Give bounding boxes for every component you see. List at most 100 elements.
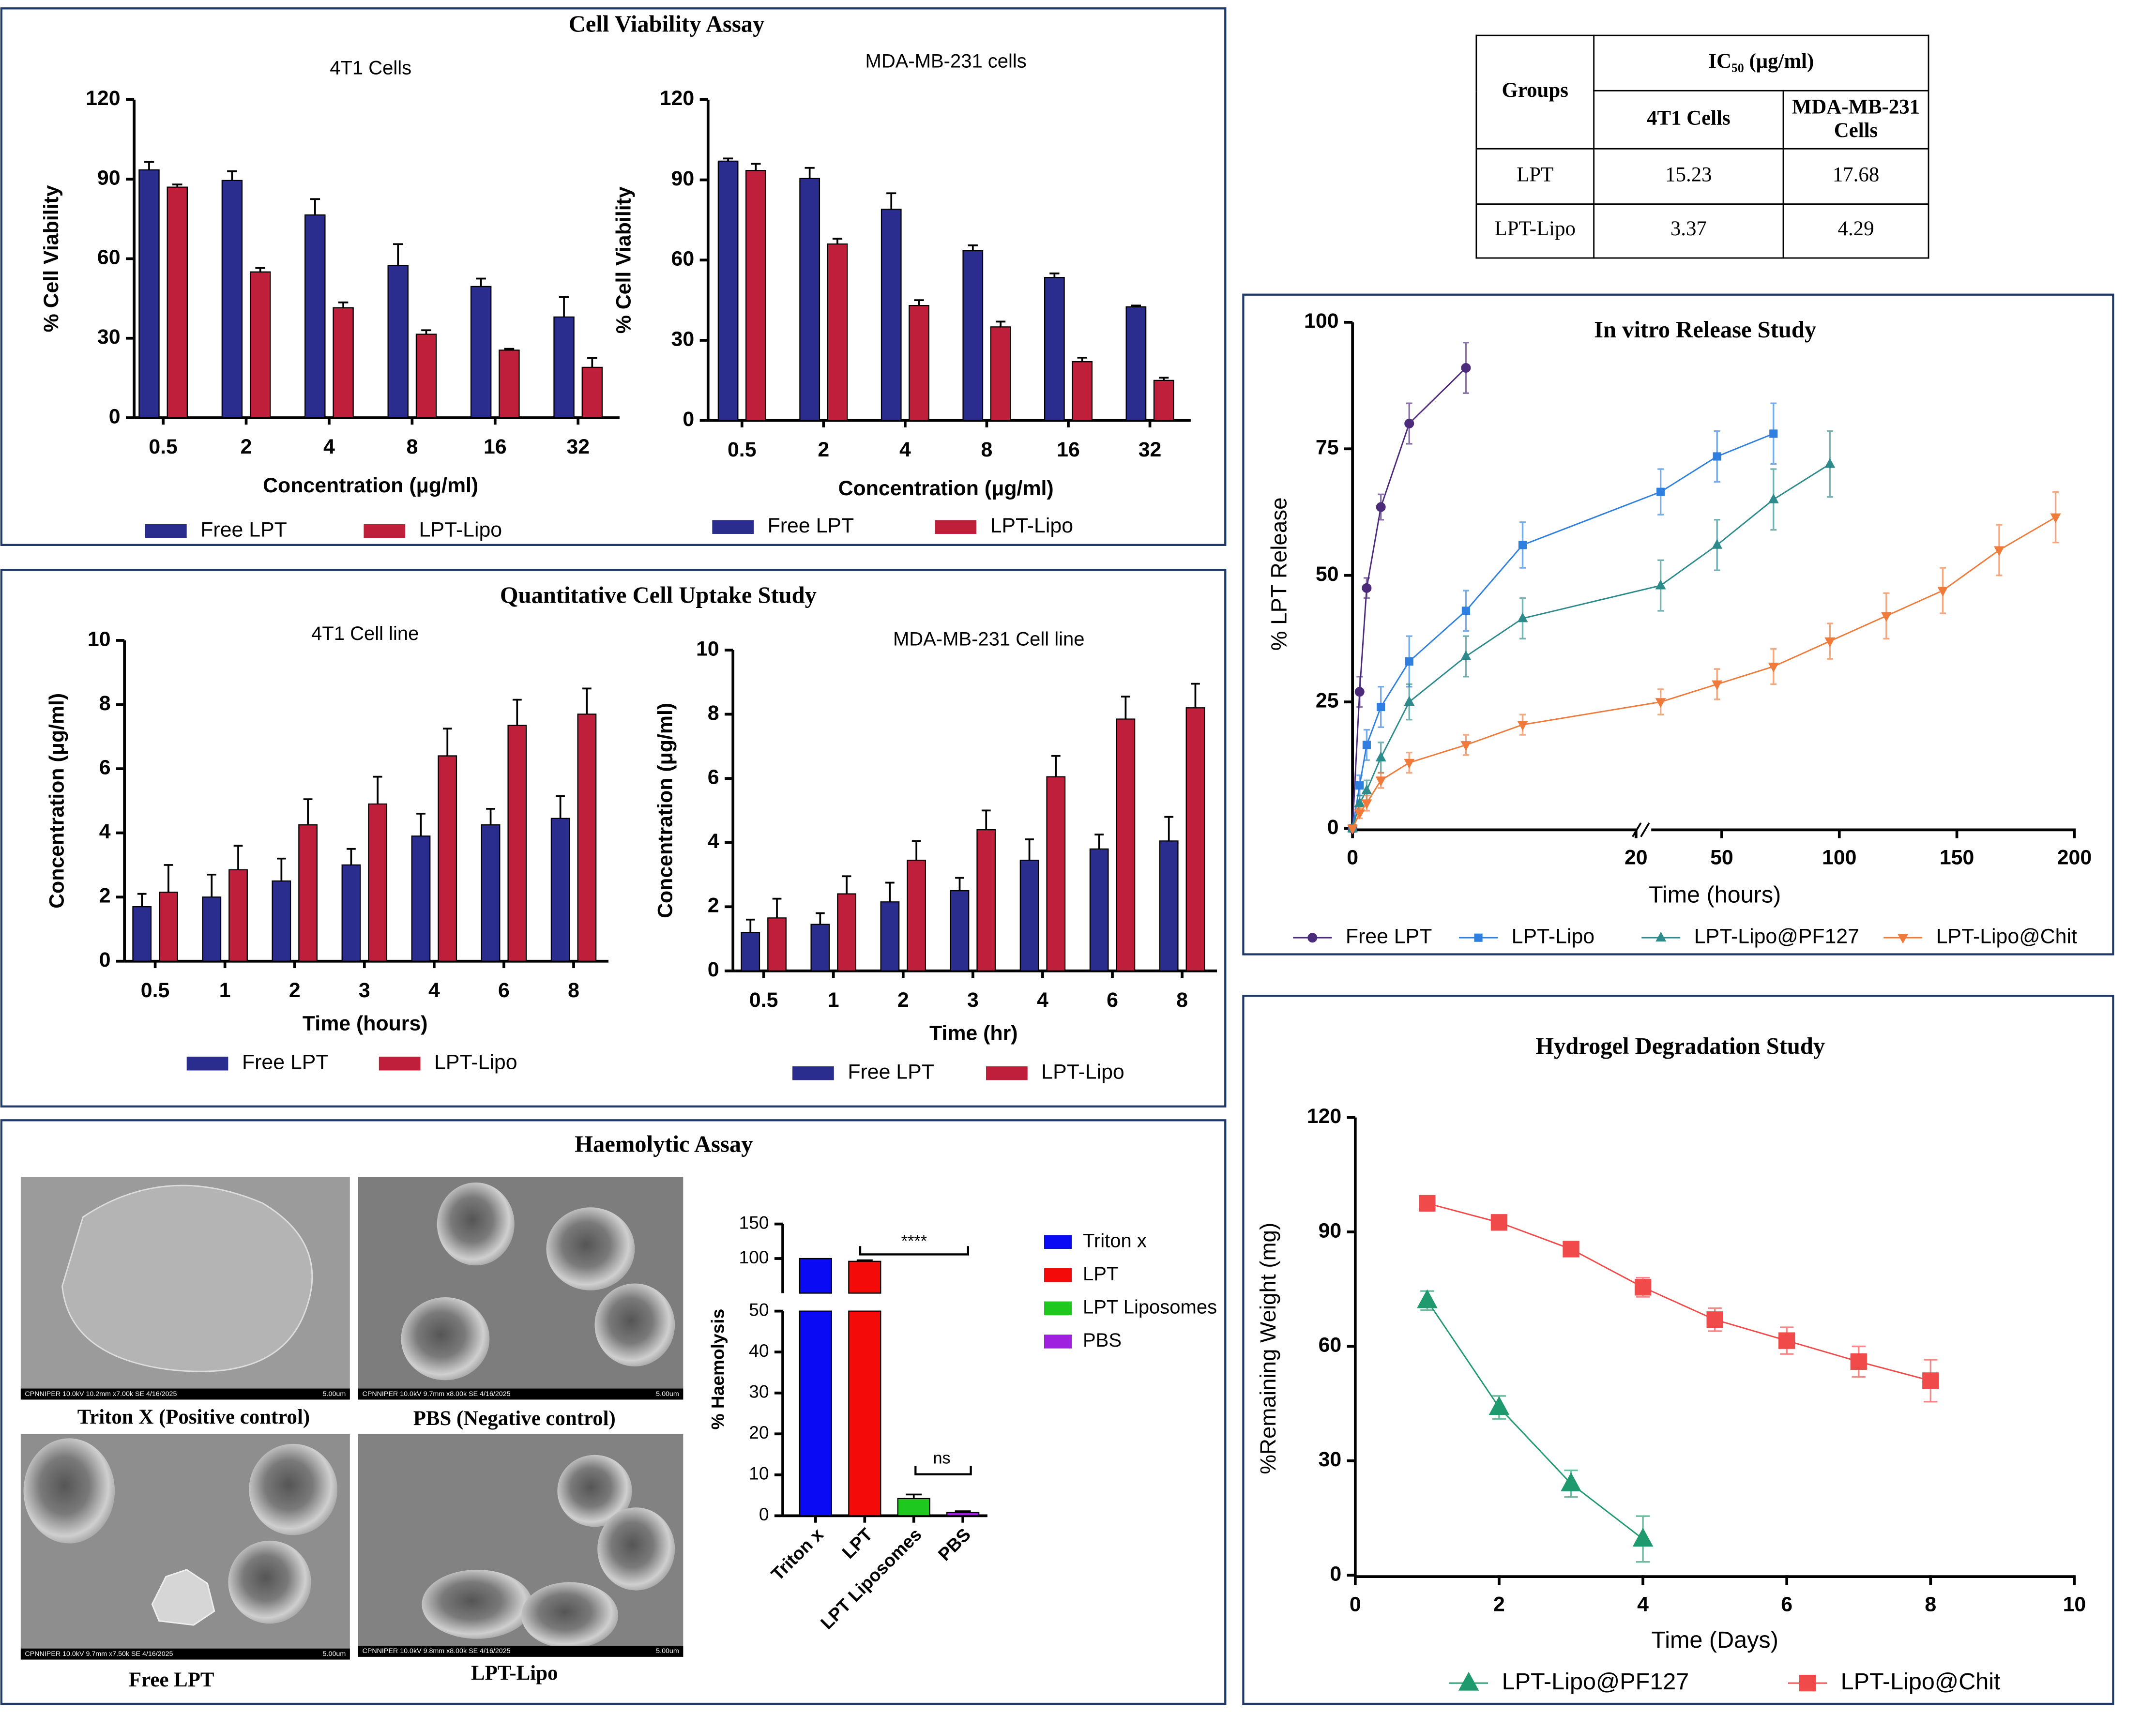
y-tick-label: 60 [671, 247, 695, 271]
image-caption: Triton X (Positive control) [77, 1406, 310, 1428]
bar [304, 214, 326, 419]
legend-swatch [712, 520, 754, 534]
error-bar [856, 1259, 873, 1261]
series-line [1351, 433, 1774, 829]
x-tick-label: 32 [566, 435, 590, 458]
cell [521, 1582, 619, 1649]
point [1824, 458, 1836, 468]
x-tick-label: 8 [406, 435, 418, 458]
x-tick-label: 150 [1940, 846, 1974, 869]
point [1563, 1241, 1579, 1258]
significance-bracket [914, 1466, 972, 1475]
error-bar [486, 808, 495, 825]
y-tick-label: 30 [671, 327, 695, 350]
bar [946, 1512, 980, 1517]
x-tick-label: 1 [828, 988, 839, 1012]
bar [767, 917, 787, 971]
table-header: IC₅₀ (μg/ml) [1593, 34, 1929, 91]
point [1922, 1372, 1939, 1389]
x-tick-label: 3 [967, 988, 979, 1012]
x-tick-label: 3 [359, 979, 370, 1002]
point [1517, 612, 1528, 622]
x-tick-label: 8 [981, 438, 993, 461]
legend-label: LPT-Lipo [1041, 1060, 1124, 1083]
legend-label: Free LPT [768, 514, 854, 537]
y-tick-label: 100 [1304, 309, 1338, 333]
error-bar [886, 192, 896, 210]
y-tick-label: 0 [683, 408, 694, 431]
legend-label: LPT-Lipo@Chit [1841, 1669, 2001, 1695]
y-tick-label: 8 [99, 692, 111, 715]
info-bar [20, 1648, 350, 1660]
y-tick-label: 0 [1327, 816, 1339, 839]
table: Groups IC₅₀ (μg/ml) 4T1 Cells MDA-MB-231 C… [1475, 34, 1929, 259]
error-bar [1094, 834, 1104, 849]
bar [810, 924, 830, 971]
bar [581, 366, 603, 419]
x-tick-label: 4 [1037, 988, 1048, 1012]
point [1778, 1332, 1795, 1349]
bar [1072, 361, 1093, 421]
bar [221, 180, 243, 419]
y-tick-label: 120 [86, 87, 120, 110]
legend-swatch [1044, 1268, 1072, 1282]
bar [1159, 840, 1179, 971]
point [1361, 784, 1372, 794]
point [1824, 637, 1836, 647]
legend-label: Free LPT [242, 1050, 329, 1074]
y-tick-label: 0 [109, 405, 121, 428]
bar [909, 305, 929, 421]
y-tick-label: 6 [708, 765, 719, 789]
bar [368, 803, 388, 962]
legend-label: Free LPT [1346, 925, 1432, 948]
bar [1019, 859, 1039, 971]
point [1768, 663, 1779, 673]
annotation: **** [901, 1232, 927, 1250]
bar [550, 818, 570, 962]
table-cell: 17.68 [1782, 148, 1929, 204]
y-tick-label: 0 [99, 948, 111, 971]
point [1488, 1396, 1510, 1415]
point [1656, 487, 1665, 496]
y-axis-label: % Cell Viability [40, 185, 63, 332]
error-bar [393, 243, 403, 266]
sem-images [20, 1177, 683, 1660]
y-axis-label: % Haemolysis [707, 1309, 728, 1430]
y-tick-label: 100 [739, 1247, 769, 1267]
point [1354, 797, 1365, 807]
error-bar [995, 320, 1006, 327]
x-tick-label: 0 [1350, 1593, 1361, 1616]
legend-swatch [364, 524, 406, 538]
x-tick-label: 4 [1637, 1593, 1649, 1616]
point [1881, 612, 1892, 622]
annotation: ns [933, 1449, 950, 1467]
y-tick-label: 4 [99, 820, 111, 843]
error-bar [164, 864, 173, 893]
legend-label: LPT-Lipo [419, 518, 502, 542]
y-tick-label: 50 [1316, 562, 1339, 586]
chart-title: 4T1 Cell line [311, 623, 419, 644]
y-tick-label: 120 [660, 87, 694, 110]
cell [23, 1438, 115, 1544]
bar [159, 892, 178, 962]
x-axis-label: Time (hours) [1649, 881, 1781, 908]
bar [553, 316, 575, 419]
cell [557, 1455, 632, 1527]
panel-frame [1242, 293, 2114, 956]
point [1419, 1195, 1436, 1212]
point [1377, 702, 1385, 712]
bar [897, 1498, 930, 1517]
x-tick-label: 1 [219, 979, 231, 1002]
x-tick-label: 2 [897, 988, 909, 1012]
y-tick-label: 6 [99, 756, 111, 779]
bar [827, 243, 848, 421]
sem-scale: 5.00um [323, 1390, 346, 1398]
table-cell: 15.23 [1593, 148, 1784, 204]
x-tick-label: 6 [1107, 988, 1118, 1012]
x-axis-label: Concentration (μg/ml) [263, 474, 478, 497]
y-tick-label: 0 [1330, 1563, 1341, 1586]
bar [741, 932, 760, 971]
y-tick-label: 90 [671, 167, 695, 190]
point [1490, 1214, 1508, 1231]
